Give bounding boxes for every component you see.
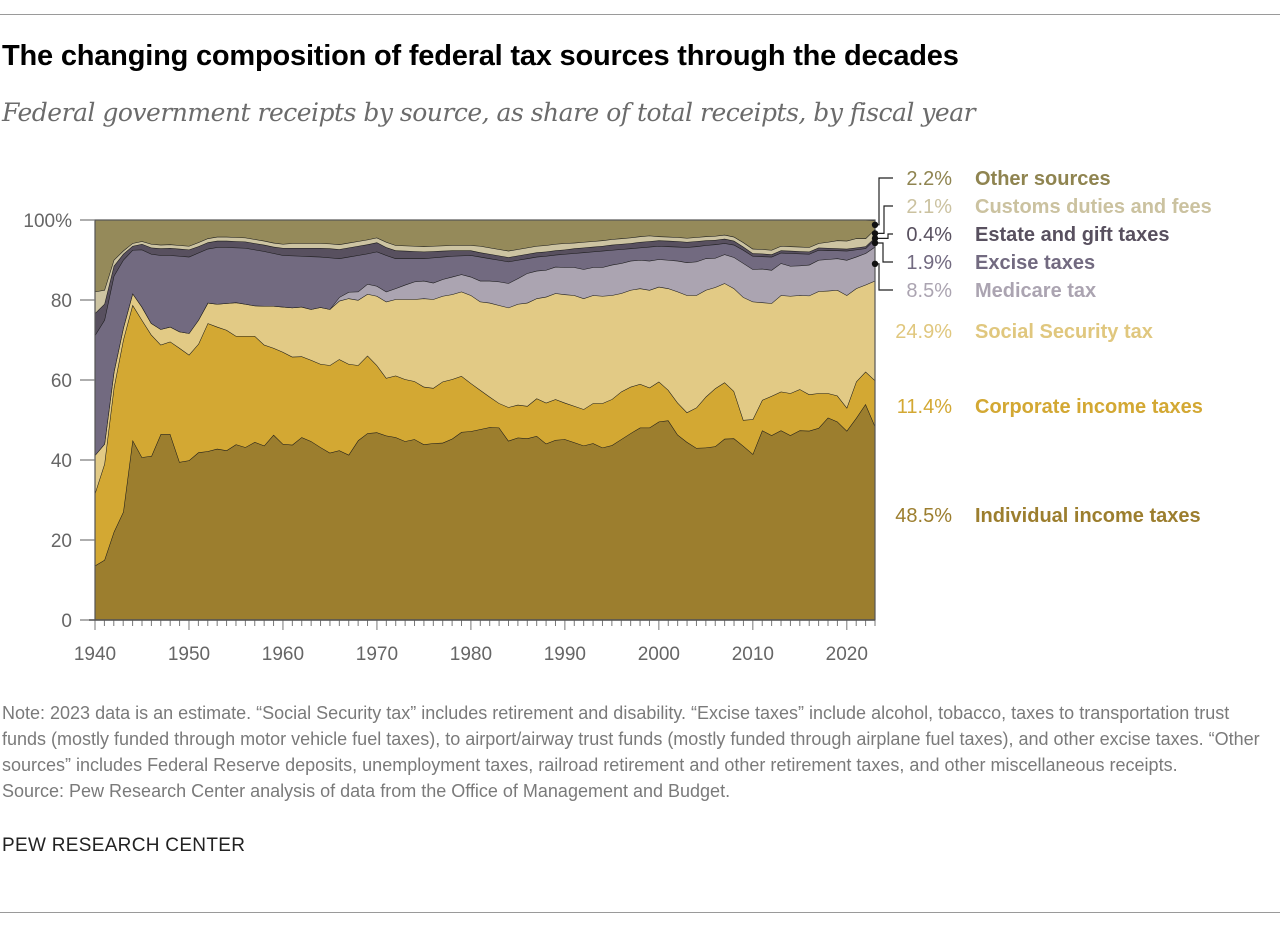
area-other-sources xyxy=(95,220,875,292)
y-tick-label: 80 xyxy=(51,291,72,312)
series-label: Medicare tax xyxy=(975,280,1096,302)
area-estate-and-gift-taxes xyxy=(95,237,875,336)
area-medicare-tax xyxy=(95,246,875,456)
area-individual-income-taxes xyxy=(95,404,875,620)
value-label: 2.2% xyxy=(906,168,952,190)
legend-item-customs-duties-and-fees: 2.1% Customs duties and fees xyxy=(871,196,1212,237)
top-rule xyxy=(0,14,1280,15)
x-tick-label: 2010 xyxy=(732,644,774,665)
bottom-rule xyxy=(0,912,1280,913)
value-label: 24.9% xyxy=(895,321,952,343)
x-tick-label: 2020 xyxy=(826,644,868,665)
chart-footer: Note: 2023 data is an estimate. “Social … xyxy=(2,700,1274,858)
legend-item-other-sources: 2.2% Other sources xyxy=(871,168,1111,228)
x-tick-label: 1960 xyxy=(262,644,304,665)
x-tick-label: 1990 xyxy=(544,644,586,665)
legend-item-corporate-income-taxes: 11.4% Corporate income taxes xyxy=(897,396,1203,418)
series-label: Estate and gift taxes xyxy=(975,224,1170,246)
series-label: Corporate income taxes xyxy=(975,396,1203,418)
series-label: Excise taxes xyxy=(975,252,1095,274)
stacked-area-chart: 0 20 40 60 80 100% 1940 1950 1960 1970 1980 1990 200… xyxy=(23,168,1212,665)
legend-item-medicare-tax: 8.5% Medicare tax xyxy=(871,260,1096,302)
area-social-security-tax xyxy=(95,280,875,494)
value-label: 0.4% xyxy=(906,224,952,246)
legend-item-estate-and-gift-taxes: 0.4% Estate and gift taxes xyxy=(871,224,1170,246)
chart-note: Note: 2023 data is an estimate. “Social … xyxy=(2,703,1260,775)
leader-line xyxy=(875,263,893,291)
legend-item-excise-taxes: 1.9% Excise taxes xyxy=(871,239,1095,274)
value-label: 11.4% xyxy=(897,396,952,418)
x-tick-label: 1980 xyxy=(450,644,492,665)
x-tick-label: 1950 xyxy=(168,644,210,665)
series-label: Individual income taxes xyxy=(975,505,1201,527)
value-label: 2.1% xyxy=(906,196,952,218)
area-corporate-income-taxes xyxy=(95,304,875,566)
y-tick-label: 0 xyxy=(61,611,72,632)
series-label: Customs duties and fees xyxy=(975,196,1212,218)
chart-title: The changing composition of federal tax … xyxy=(2,40,959,72)
y-tick-label: 40 xyxy=(51,451,72,472)
series-label: Social Security tax xyxy=(975,321,1153,343)
area-excise-taxes xyxy=(95,239,875,456)
legend-item-social-security-tax: 24.9% Social Security tax xyxy=(895,321,1153,343)
brand-logo-text: PEW RESEARCH CENTER xyxy=(2,835,246,856)
x-tick-label: 2000 xyxy=(638,644,680,665)
leader-line xyxy=(875,205,893,234)
leader-line xyxy=(875,242,893,263)
value-label: 1.9% xyxy=(906,252,952,274)
leader-dot xyxy=(871,235,879,242)
x-tick-label: 1970 xyxy=(356,644,398,665)
y-tick-label: 100% xyxy=(23,211,72,232)
legend-item-individual-income-taxes: 48.5% Individual income taxes xyxy=(895,505,1200,527)
leader-dot xyxy=(871,260,879,267)
chart-source: Source: Pew Research Center analysis of … xyxy=(2,781,731,801)
leader-dot xyxy=(871,239,879,247)
chart-subtitle: Federal government receipts by source, a… xyxy=(2,98,976,127)
series-label: Other sources xyxy=(975,168,1111,190)
leader-dot xyxy=(871,221,879,228)
leader-dot xyxy=(871,230,879,237)
leader-line xyxy=(875,233,893,239)
y-tick-label: 20 xyxy=(51,531,72,552)
y-tick-label: 60 xyxy=(51,371,72,392)
value-label: 48.5% xyxy=(895,505,952,527)
value-label: 8.5% xyxy=(906,280,952,302)
x-tick-label: 1940 xyxy=(74,644,116,665)
